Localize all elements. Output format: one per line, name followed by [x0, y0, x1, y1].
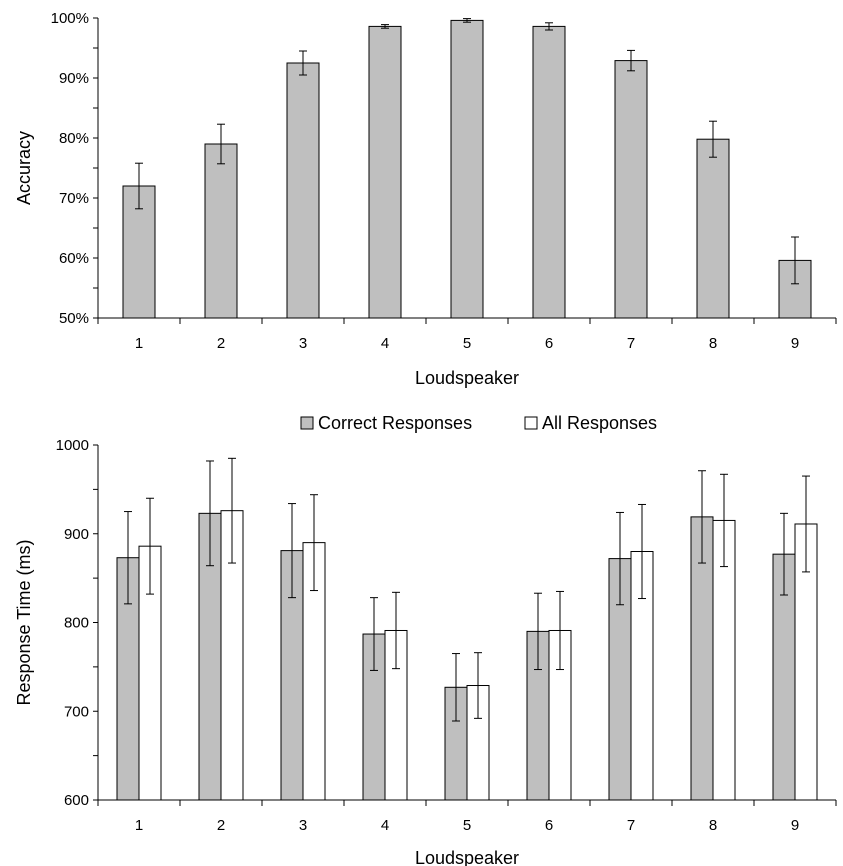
- bar: [532, 25, 566, 319]
- y-tick-label: 80%: [59, 130, 89, 147]
- y-tick-label: 900: [64, 526, 89, 543]
- y-tick-label: 70%: [59, 190, 89, 207]
- bar: [614, 60, 648, 319]
- x-tick-label: 8: [709, 335, 717, 352]
- x-tick-label: 3: [299, 335, 307, 352]
- bar: [286, 62, 320, 319]
- y-axis-title: Response Time (ms): [14, 539, 34, 705]
- x-axis-title: Loudspeaker: [415, 848, 519, 866]
- legend: Correct Responses All Responses: [300, 413, 657, 433]
- legend-swatch: [300, 416, 314, 430]
- y-tick-label: 50%: [59, 310, 89, 327]
- y-tick-label: 90%: [59, 70, 89, 87]
- x-tick-label: 9: [791, 335, 799, 352]
- y-axis-title: Accuracy: [14, 131, 34, 205]
- x-tick-label: 5: [463, 817, 471, 834]
- x-tick-label: 6: [545, 335, 553, 352]
- x-tick-label: 7: [627, 817, 635, 834]
- y-tick-label: 100%: [51, 10, 89, 27]
- x-tick-label: 7: [627, 335, 635, 352]
- x-tick-label: 2: [217, 335, 225, 352]
- y-tick-label: 600: [64, 792, 89, 809]
- x-tick-label: 4: [381, 335, 389, 352]
- bar: [450, 19, 484, 319]
- x-tick-label: 6: [545, 817, 553, 834]
- x-tick-label: 5: [463, 335, 471, 352]
- x-axis-title: Loudspeaker: [415, 368, 519, 388]
- chart-1: 50% 60% 70% 80% 90% 100% 1 2 3 4 5 6 7 8 9 Loudspeaker A…: [14, 10, 837, 388]
- x-tick-label: 1: [135, 335, 143, 352]
- x-tick-label: 8: [709, 817, 717, 834]
- bar: [368, 25, 402, 319]
- x-tick-label: 2: [217, 817, 225, 834]
- x-tick-label: 9: [791, 817, 799, 834]
- x-tick-label: 3: [299, 817, 307, 834]
- chart-2: 600 700 800 900 1000 1 2 3 4 5 6 7 8 9 Loudspeaker Resp…: [14, 413, 837, 866]
- x-tick-label: 4: [381, 817, 389, 834]
- legend-swatch: [524, 416, 538, 430]
- y-tick-label: 800: [64, 615, 89, 632]
- bar: [696, 138, 730, 319]
- legend-label: Correct Responses: [318, 413, 472, 433]
- y-tick-label: 1000: [56, 437, 89, 454]
- x-tick-label: 1: [135, 817, 143, 834]
- legend-label: All Responses: [542, 413, 657, 433]
- y-tick-label: 700: [64, 703, 89, 720]
- bar: [204, 143, 238, 319]
- y-tick-label: 60%: [59, 250, 89, 267]
